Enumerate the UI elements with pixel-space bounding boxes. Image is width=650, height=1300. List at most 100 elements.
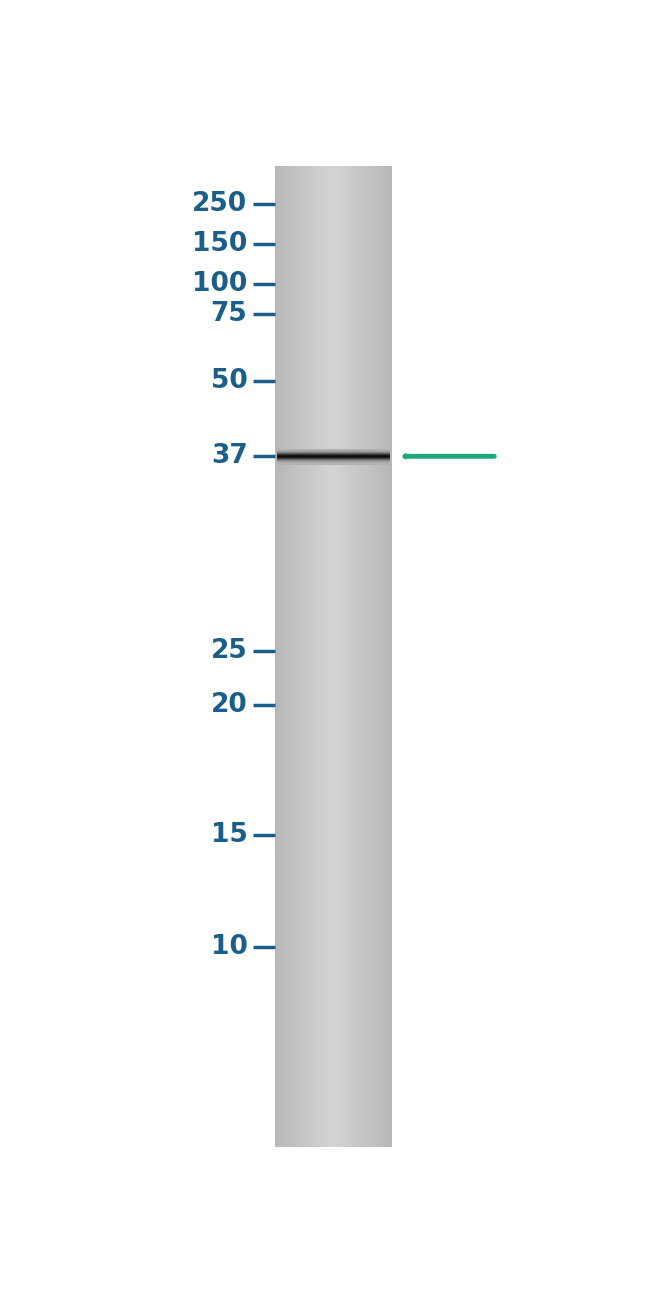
Bar bbox=[307, 166, 308, 1147]
Bar bbox=[346, 166, 348, 1147]
Bar bbox=[279, 166, 280, 1147]
Text: 250: 250 bbox=[192, 191, 248, 217]
Bar bbox=[350, 166, 352, 1147]
Bar bbox=[315, 166, 317, 1147]
Bar bbox=[287, 166, 289, 1147]
Text: 25: 25 bbox=[211, 638, 248, 664]
Bar bbox=[353, 166, 354, 1147]
Bar bbox=[332, 166, 333, 1147]
Bar bbox=[275, 166, 277, 1147]
Text: 37: 37 bbox=[211, 443, 248, 469]
Bar bbox=[285, 166, 286, 1147]
Bar bbox=[382, 166, 383, 1147]
Bar bbox=[343, 166, 344, 1147]
Bar bbox=[362, 166, 364, 1147]
Bar bbox=[372, 166, 374, 1147]
Bar bbox=[367, 166, 369, 1147]
Bar bbox=[365, 166, 366, 1147]
Bar bbox=[378, 166, 380, 1147]
Text: 20: 20 bbox=[211, 692, 248, 718]
Bar bbox=[283, 166, 285, 1147]
Bar bbox=[322, 166, 324, 1147]
Bar bbox=[300, 166, 301, 1147]
Bar bbox=[355, 166, 357, 1147]
Bar bbox=[317, 166, 318, 1147]
Bar bbox=[322, 166, 323, 1147]
Bar bbox=[376, 166, 378, 1147]
Text: 50: 50 bbox=[211, 368, 248, 394]
Bar bbox=[320, 166, 322, 1147]
Bar bbox=[318, 166, 320, 1147]
Bar bbox=[296, 166, 298, 1147]
Bar bbox=[384, 166, 385, 1147]
Bar bbox=[368, 166, 370, 1147]
Bar bbox=[387, 166, 389, 1147]
Bar bbox=[365, 166, 367, 1147]
Bar bbox=[291, 166, 292, 1147]
Text: 15: 15 bbox=[211, 822, 248, 848]
Bar bbox=[356, 166, 358, 1147]
Bar bbox=[363, 166, 365, 1147]
Bar bbox=[288, 166, 290, 1147]
Bar bbox=[338, 166, 339, 1147]
Bar bbox=[369, 166, 370, 1147]
Bar bbox=[361, 166, 363, 1147]
Bar bbox=[282, 166, 284, 1147]
Bar bbox=[316, 166, 317, 1147]
Bar bbox=[328, 166, 329, 1147]
Bar bbox=[370, 166, 372, 1147]
Bar bbox=[331, 166, 332, 1147]
Bar bbox=[281, 166, 283, 1147]
Text: 10: 10 bbox=[211, 933, 248, 959]
Text: 100: 100 bbox=[192, 272, 248, 298]
Bar bbox=[311, 166, 313, 1147]
Bar bbox=[341, 166, 343, 1147]
Bar bbox=[326, 166, 328, 1147]
Bar bbox=[337, 166, 338, 1147]
Bar bbox=[348, 166, 350, 1147]
Bar bbox=[359, 166, 361, 1147]
Bar bbox=[344, 166, 345, 1147]
Bar bbox=[377, 166, 379, 1147]
Bar bbox=[312, 166, 314, 1147]
Bar bbox=[344, 166, 346, 1147]
Bar bbox=[325, 166, 327, 1147]
Bar bbox=[359, 166, 360, 1147]
Bar bbox=[386, 166, 388, 1147]
Bar bbox=[309, 166, 311, 1147]
Bar bbox=[358, 166, 359, 1147]
Bar bbox=[333, 166, 335, 1147]
Bar bbox=[340, 166, 342, 1147]
Bar bbox=[289, 166, 291, 1147]
Bar bbox=[304, 166, 306, 1147]
Bar bbox=[278, 166, 279, 1147]
Bar bbox=[371, 166, 373, 1147]
Bar bbox=[307, 166, 309, 1147]
Bar bbox=[306, 166, 307, 1147]
Bar bbox=[292, 166, 294, 1147]
Bar bbox=[310, 166, 311, 1147]
Text: 75: 75 bbox=[211, 302, 248, 328]
Bar bbox=[291, 166, 293, 1147]
Bar bbox=[390, 166, 391, 1147]
Bar bbox=[298, 166, 300, 1147]
Bar bbox=[381, 166, 382, 1147]
Bar bbox=[285, 166, 287, 1147]
Bar bbox=[319, 166, 321, 1147]
Bar bbox=[280, 166, 281, 1147]
Bar bbox=[349, 166, 351, 1147]
Bar bbox=[375, 166, 376, 1147]
Bar bbox=[301, 166, 302, 1147]
Bar bbox=[335, 166, 337, 1147]
Bar bbox=[313, 166, 315, 1147]
Bar bbox=[352, 166, 354, 1147]
Bar bbox=[297, 166, 299, 1147]
Bar bbox=[354, 166, 356, 1147]
Bar bbox=[276, 166, 278, 1147]
Bar bbox=[303, 166, 305, 1147]
Bar bbox=[324, 166, 326, 1147]
Bar bbox=[339, 166, 341, 1147]
Bar bbox=[295, 166, 296, 1147]
Bar bbox=[383, 166, 385, 1147]
Bar bbox=[385, 166, 387, 1147]
